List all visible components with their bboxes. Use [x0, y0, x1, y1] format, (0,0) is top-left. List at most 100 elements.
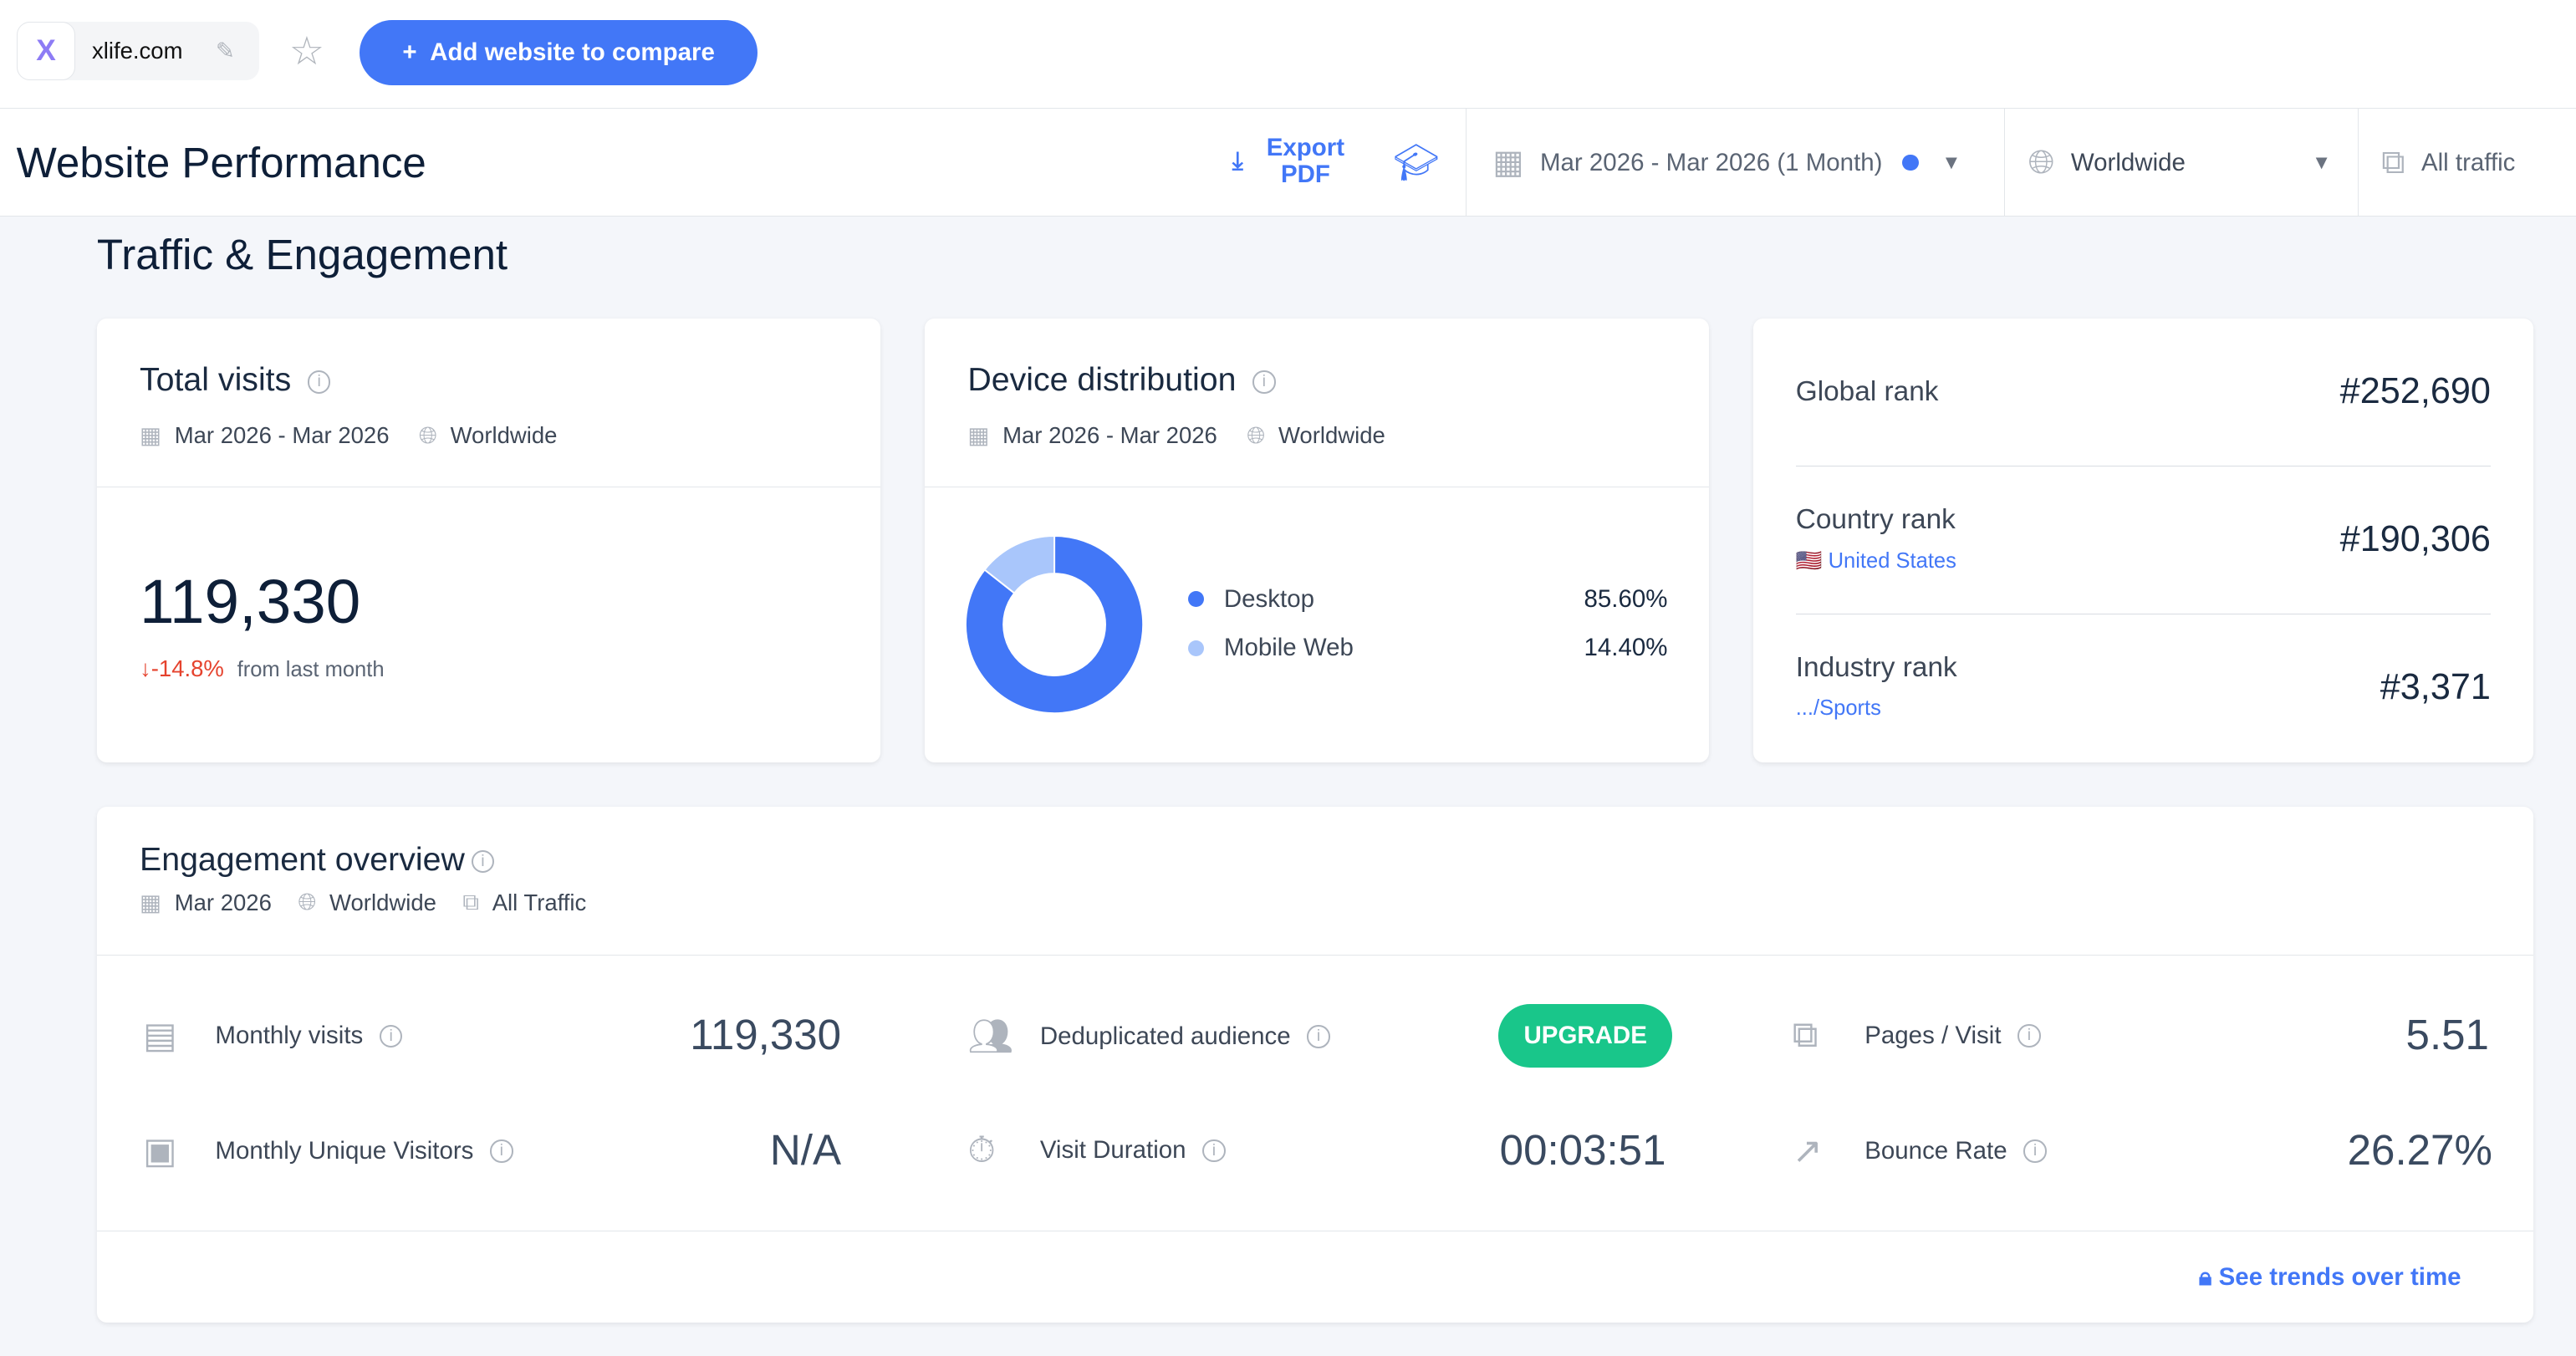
info-icon[interactable]: i	[379, 1024, 403, 1048]
graduation-cap-icon[interactable]: 🎓︎	[1393, 142, 1440, 183]
metric-value: 5.51	[2405, 1011, 2489, 1059]
date-range-label: Mar 2026 - Mar 2026 (1 Month)	[1539, 148, 1883, 176]
devices-icon: ⧉	[462, 889, 479, 915]
trend-arrow-icon: ↗	[1792, 1130, 1824, 1171]
total-visits-value: 119,330	[140, 565, 361, 636]
region-picker[interactable]: 🌐︎ Worldwide ▼	[2004, 108, 2357, 217]
change-value: -14.8%	[150, 655, 224, 682]
page-header: Website Performance ⤓ Export PDF 🎓︎ ▦ Mar …	[0, 108, 2576, 217]
region-label: Worldwide	[329, 889, 436, 915]
calendar-icon: ▤	[142, 1016, 177, 1057]
rank-value: #190,306	[2339, 518, 2491, 559]
add-website-button[interactable]: + Add website to compare	[360, 19, 757, 86]
page-title: Website Performance	[16, 139, 426, 187]
globe-icon: 🌐︎	[418, 421, 437, 448]
globe-icon: 🌐︎	[298, 889, 317, 915]
site-chip[interactable]: X xlife.com ✎	[16, 21, 260, 81]
legend-label: Mobile Web	[1223, 634, 1354, 662]
total-visits-card: Total visits i ▦ Mar 2026 - Mar 2026 🌐︎ Worl…	[96, 319, 881, 762]
section-title: Traffic & Engagement	[96, 231, 508, 279]
device-donut-chart	[965, 534, 1145, 714]
metric-value: 00:03:51	[1499, 1126, 1666, 1175]
chevron-down-icon: ▼	[2311, 151, 2332, 174]
legend-label: Desktop	[1223, 584, 1314, 613]
users-icon: 👥︎	[967, 1017, 1014, 1058]
metric-deduplicated-audience: 👥︎ Deduplicated audience i	[967, 1015, 1330, 1058]
ranks-card: Global rank #252,690 Country rank 🇺🇸 Unite…	[1752, 319, 2534, 762]
download-icon: ⤓	[1232, 146, 1243, 175]
traffic-label: All traffic	[2420, 148, 2516, 176]
rank-label: Country rank	[1795, 504, 1956, 536]
metric-bounce-rate: ↗ Bounce Rate i	[1793, 1130, 2047, 1172]
export-label: Export PDF	[1266, 134, 1345, 188]
rank-value: #3,371	[2380, 666, 2491, 707]
pencil-icon[interactable]: ✎	[215, 37, 235, 64]
metric-value: 119,330	[690, 1011, 842, 1059]
upgrade-button[interactable]: UPGRADE	[1498, 1003, 1673, 1068]
card-title: Total visits	[140, 361, 292, 399]
date-label: Mar 2026 - Mar 2026	[1002, 422, 1217, 449]
globe-icon: 🌐︎	[1247, 421, 1266, 448]
metric-value: N/A	[769, 1126, 842, 1175]
industry-rank: Industry rank .../Sports #3,371	[1796, 614, 2491, 762]
country-rank: Country rank 🇺🇸 United States #190,306	[1795, 466, 2491, 614]
legend-value: 14.40%	[1584, 634, 1668, 662]
region-label: Worldwide	[2070, 148, 2186, 176]
country-link[interactable]: 🇺🇸 United States	[1796, 548, 1956, 573]
site-name: xlife.com	[92, 37, 183, 64]
rank-label: Industry rank	[1795, 652, 1957, 684]
info-icon[interactable]: i	[471, 849, 495, 874]
global-rank: Global rank #252,690	[1795, 319, 2491, 467]
info-icon[interactable]: i	[2017, 1024, 2041, 1048]
export-pdf-button[interactable]: ⤓ Export PDF	[1232, 135, 1352, 187]
us-flag-icon: 🇺🇸	[1795, 549, 1829, 573]
donut-slice-mobile-web	[983, 534, 1056, 594]
traffic-picker[interactable]: ⧉ All traffic	[2357, 108, 2576, 217]
see-trends-link[interactable]: 🔒︎ See trends over time	[2199, 1263, 2461, 1292]
top-bar: X xlife.com ✎ ☆ + Add website to compare	[0, 0, 2576, 109]
date-label: Mar 2026 - Mar 2026	[174, 422, 390, 449]
card-title: Engagement overview	[140, 841, 465, 879]
info-icon[interactable]: i	[1202, 1139, 1226, 1163]
devices-icon: ⧉	[2381, 144, 2405, 181]
date-range-picker[interactable]: ▦ Mar 2026 - Mar 2026 (1 Month) ▼	[1465, 108, 2005, 217]
change-text: from last month	[237, 658, 385, 682]
see-trends-label: See trends over time	[2218, 1263, 2461, 1292]
status-dot	[1902, 154, 1919, 171]
metric-label: Monthly Unique Visitors	[215, 1136, 474, 1165]
stopwatch-icon: ⏱︎	[967, 1129, 997, 1170]
metric-value: 26.27%	[2347, 1126, 2492, 1175]
rank-value: #252,690	[2339, 371, 2491, 412]
region-label: Worldwide	[1278, 422, 1385, 449]
info-icon[interactable]: i	[1307, 1025, 1330, 1048]
site-favicon: X	[16, 21, 76, 81]
star-icon[interactable]: ☆	[288, 28, 325, 74]
info-icon[interactable]: i	[1252, 370, 1276, 394]
id-badge-icon: ▣	[142, 1130, 177, 1171]
card-title: Device distribution	[967, 361, 1237, 399]
legend-mobile: Mobile Web 14.40%	[1187, 634, 1668, 662]
info-icon[interactable]: i	[2023, 1139, 2047, 1163]
add-website-label: Add website to compare	[430, 38, 715, 66]
date-label: Mar 2026	[174, 889, 272, 915]
engagement-overview-card: Engagement overview i ▦ Mar 2026 🌐︎ Worldwid…	[96, 806, 2534, 1323]
device-distribution-card: Device distribution i ▦ Mar 2026 - Mar 202…	[925, 319, 1709, 762]
metric-label: Deduplicated audience	[1039, 1022, 1291, 1050]
metric-visit-duration: ⏱︎ Visit Duration i	[967, 1129, 1226, 1171]
metric-label: Visit Duration	[1039, 1136, 1186, 1165]
calendar-icon: ▦	[1492, 144, 1524, 181]
metric-label: Bounce Rate	[1864, 1136, 2007, 1165]
industry-link[interactable]: .../Sports	[1795, 696, 1881, 721]
metric-unique-visitors: ▣ Monthly Unique Visitors i	[143, 1130, 513, 1172]
donut-slice-desktop	[965, 534, 1145, 714]
legend-value: 85.60%	[1584, 584, 1668, 613]
info-icon[interactable]: i	[490, 1139, 513, 1163]
calendar-icon: ▦	[140, 422, 161, 449]
legend-swatch	[1187, 640, 1205, 657]
traffic-label: All Traffic	[492, 889, 587, 915]
info-icon[interactable]: i	[307, 370, 331, 394]
metric-monthly-visits: ▤ Monthly visits i	[142, 1015, 403, 1057]
arrow-down-icon: ↓	[140, 655, 151, 682]
legend-desktop: Desktop 85.60%	[1187, 584, 1668, 614]
pages-icon: ⧉	[1792, 1015, 1819, 1056]
